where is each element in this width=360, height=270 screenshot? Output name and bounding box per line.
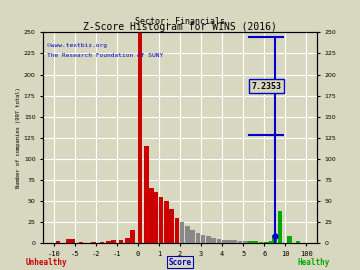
Bar <box>175 218 179 243</box>
Y-axis label: Number of companies (997 total): Number of companies (997 total) <box>16 87 21 188</box>
Text: 7.2353: 7.2353 <box>251 82 281 91</box>
Bar <box>269 241 274 243</box>
Bar <box>238 241 242 243</box>
Bar <box>211 238 216 243</box>
Bar <box>79 242 84 243</box>
Bar <box>296 241 300 243</box>
Bar <box>130 230 135 243</box>
Bar <box>259 242 264 243</box>
Bar <box>159 197 163 243</box>
Bar <box>125 238 130 243</box>
Bar <box>195 233 200 243</box>
Bar <box>190 230 195 243</box>
Bar <box>100 242 104 243</box>
Bar <box>153 193 158 243</box>
Bar <box>91 242 96 243</box>
Bar <box>222 240 226 243</box>
Bar <box>206 236 211 243</box>
Bar <box>253 241 258 243</box>
Text: Score: Score <box>168 258 192 266</box>
Bar <box>227 241 232 243</box>
Bar <box>180 222 184 243</box>
Bar <box>70 239 75 243</box>
Bar <box>243 241 248 243</box>
Bar <box>264 242 269 243</box>
Text: The Research Foundation of SUNY: The Research Foundation of SUNY <box>48 53 164 59</box>
Bar <box>164 201 168 243</box>
Bar <box>119 240 123 243</box>
Bar <box>149 188 154 243</box>
Bar <box>217 239 221 243</box>
Bar <box>273 235 277 243</box>
Bar <box>138 32 142 243</box>
Bar <box>233 241 237 243</box>
Bar <box>66 239 71 243</box>
Bar <box>278 211 282 243</box>
Bar <box>185 226 190 243</box>
Title: Z-Score Histogram for WINS (2016): Z-Score Histogram for WINS (2016) <box>83 22 277 32</box>
Bar <box>144 146 149 243</box>
Bar <box>106 241 111 243</box>
Bar <box>201 235 206 243</box>
Text: Sector: Financials: Sector: Financials <box>135 17 225 26</box>
Text: Healthy: Healthy <box>297 258 329 266</box>
Bar <box>111 241 116 243</box>
Bar <box>287 236 292 243</box>
Text: ©www.textbiz.org: ©www.textbiz.org <box>48 42 107 48</box>
Bar <box>55 241 60 243</box>
Bar <box>169 209 174 243</box>
Bar <box>248 241 253 243</box>
Text: Unhealthy: Unhealthy <box>26 258 68 266</box>
